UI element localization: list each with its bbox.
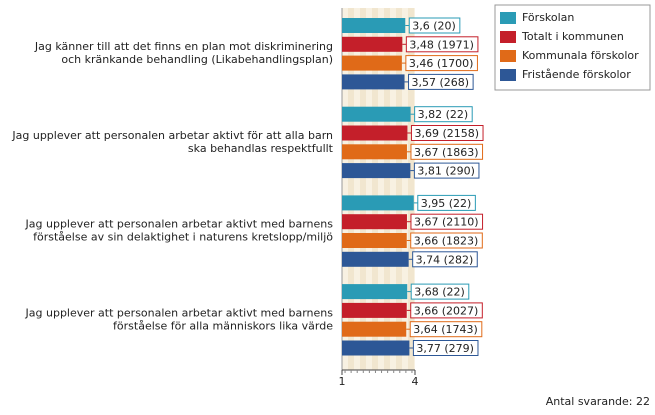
- bar: [342, 125, 408, 141]
- bar: [342, 106, 411, 122]
- legend-label: Kommunala förskolor: [522, 49, 639, 62]
- legend-swatch: [500, 50, 516, 62]
- bar: [342, 55, 402, 71]
- value-label: 3,95 (22): [421, 197, 472, 210]
- legend-label: Förskolan: [522, 11, 574, 24]
- value-label-box: [410, 302, 483, 319]
- bar: [342, 74, 405, 90]
- y-category-label: ska behandlas respektfullt: [188, 142, 334, 155]
- value-label: 3,74 (282): [416, 253, 474, 266]
- value-label-box: [412, 340, 479, 356]
- value-label-box: [405, 36, 479, 53]
- bar: [342, 144, 407, 160]
- bar: [342, 340, 410, 356]
- legend-swatch: [500, 69, 516, 81]
- value-label: 3,57 (268): [412, 76, 470, 89]
- value-label: 3,82 (22): [418, 108, 469, 121]
- y-category-label: förståelse för alla människors lika värd…: [113, 319, 333, 332]
- value-label-box: [410, 125, 484, 141]
- bar: [342, 195, 414, 211]
- value-label-box: [413, 162, 480, 179]
- bar: [342, 233, 407, 248]
- y-category-label: och kränkande behandling (Likabehandling…: [61, 53, 333, 66]
- value-label-box: [417, 194, 476, 211]
- legend-label: Fristående förskolor: [522, 68, 631, 81]
- value-label: 3,66 (1823): [414, 235, 479, 248]
- value-label: 3,69 (2158): [414, 127, 479, 140]
- value-label-box: [405, 55, 478, 72]
- value-label: 3,67 (1863): [414, 146, 479, 159]
- value-label: 3,81 (290): [417, 165, 475, 178]
- legend-box: [494, 4, 651, 91]
- value-label: 3,66 (2027): [414, 304, 479, 317]
- value-label: 3,6 (20): [412, 20, 456, 33]
- y-category-label: Jag upplever att personalen arbetar akti…: [25, 218, 334, 231]
- value-label: 3,46 (1700): [409, 57, 474, 70]
- x-tick-label: 4: [412, 375, 419, 388]
- y-category-label: Jag känner till att det finns en plan mo…: [34, 40, 333, 53]
- y-category-label: Jag upplever att personalen arbetar akti…: [25, 306, 334, 319]
- value-label-box: [409, 321, 483, 338]
- bar: [342, 251, 409, 267]
- value-label-box: [410, 143, 484, 160]
- value-label-box: [410, 213, 484, 230]
- bar: [342, 214, 407, 230]
- bar: [342, 284, 408, 300]
- value-label-box: [412, 251, 478, 268]
- bar: [342, 163, 411, 179]
- value-label: 3,64 (1743): [413, 323, 478, 336]
- value-label-box: [410, 232, 483, 249]
- value-label-box: [410, 283, 470, 300]
- value-label-box: [408, 17, 461, 34]
- y-category-label: Jag upplever att personalen arbetar akti…: [11, 129, 333, 142]
- bar: [342, 302, 407, 318]
- value-label: 3,67 (2110): [414, 216, 479, 229]
- legend-swatch: [500, 12, 516, 24]
- value-label: 3,68 (22): [414, 286, 465, 299]
- value-label: 3,48 (1971): [409, 38, 474, 51]
- legend-label: Totalt i kommunen: [521, 30, 624, 43]
- bar: [342, 36, 403, 52]
- value-label-box: [408, 73, 474, 90]
- bar: [342, 321, 407, 337]
- x-tick-label: 1: [339, 375, 346, 388]
- footnote: Antal svarande: 22: [546, 395, 650, 408]
- bar: [342, 18, 406, 33]
- value-label: 3,77 (279): [416, 342, 474, 355]
- y-category-label: förståelse av sin delaktighet i naturens…: [33, 231, 333, 244]
- legend-swatch: [500, 31, 516, 43]
- value-label-box: [414, 106, 473, 123]
